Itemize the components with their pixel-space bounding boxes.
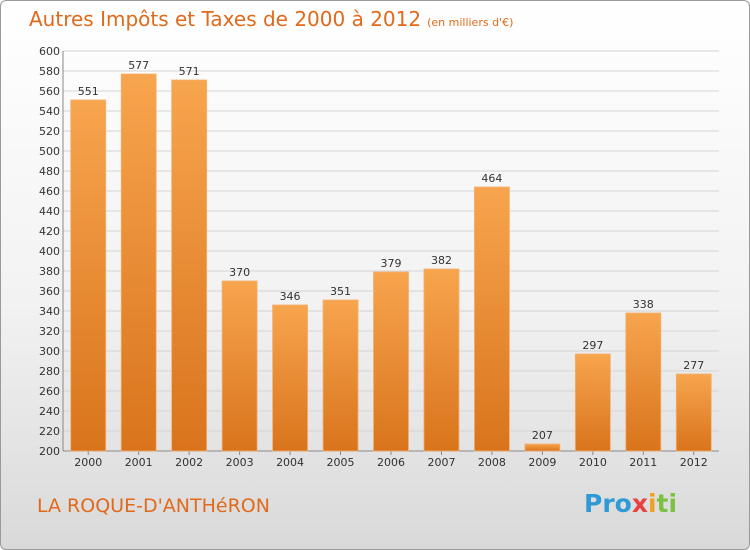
data-label-2000: 551 <box>78 85 99 98</box>
bar-2009 <box>524 443 561 452</box>
y-tick-label-320: 320 <box>39 325 60 338</box>
label-layer: 551 577 571 370 346 351 379 382 464 207 297 338 277 <box>78 59 705 442</box>
data-label-2003: 370 <box>229 266 250 279</box>
axis-layer: 200 220 240 260 280 300 320 340 360 380 400 420 440 4… <box>39 45 719 469</box>
bar-2006 <box>373 271 409 452</box>
chart-title-text: Autres Impôts et Taxes de 2000 à 2012 <box>29 7 422 31</box>
data-label-2001: 577 <box>128 59 149 72</box>
y-tick-label-380: 380 <box>39 265 60 278</box>
y-tick-label-600: 600 <box>39 45 60 58</box>
y-tick-label-420: 420 <box>39 225 60 238</box>
y-tick-label-520: 520 <box>39 125 60 138</box>
y-tick-label-300: 300 <box>39 345 60 358</box>
y-tick-label-280: 280 <box>39 365 60 378</box>
data-label-2005: 351 <box>330 285 351 298</box>
chart-title: Autres Impôts et Taxes de 2000 à 2012 (en… <box>29 7 513 31</box>
data-label-2008: 464 <box>481 172 502 185</box>
bar-layer <box>70 73 712 452</box>
proxiti-logo[interactable]: Proxiti <box>584 489 677 518</box>
logo-part-2: x <box>631 489 648 518</box>
y-tick-label-400: 400 <box>39 245 60 258</box>
bar-2005 <box>322 299 359 452</box>
bar-2007 <box>423 268 460 452</box>
y-tick-label-460: 460 <box>39 185 60 198</box>
y-tick-label-480: 480 <box>39 165 60 178</box>
chart-unit: (en milliers d'€) <box>427 16 514 29</box>
x-tick-label-2004: 2004 <box>276 456 304 469</box>
x-tick-label-2003: 2003 <box>226 456 254 469</box>
x-tick-label-2012: 2012 <box>680 456 708 469</box>
bar-2003 <box>221 280 258 452</box>
bar-2008 <box>474 186 510 452</box>
bar-2012 <box>675 373 712 452</box>
y-tick-label-440: 440 <box>39 205 60 218</box>
data-label-2012: 277 <box>683 359 704 372</box>
x-tick-label-2002: 2002 <box>175 456 203 469</box>
logo-part-1: Pro <box>584 489 632 518</box>
x-tick-label-2009: 2009 <box>528 456 556 469</box>
data-label-2011: 338 <box>633 298 654 311</box>
data-label-2007: 382 <box>431 254 452 267</box>
x-tick-label-2010: 2010 <box>579 456 607 469</box>
x-tick-label-2008: 2008 <box>478 456 506 469</box>
y-tick-label-580: 580 <box>39 65 60 78</box>
y-tick-label-360: 360 <box>39 285 60 298</box>
y-tick-label-220: 220 <box>39 425 60 438</box>
y-tick-label-560: 560 <box>39 85 60 98</box>
y-tick-label-340: 340 <box>39 305 60 318</box>
y-tick-label-240: 240 <box>39 405 60 418</box>
data-label-2002: 571 <box>179 65 200 78</box>
logo-part-3: i <box>647 489 657 518</box>
commune-name: LA ROQUE-D'ANTHéRON <box>37 495 270 517</box>
bar-2002 <box>171 79 208 452</box>
bar-2001 <box>120 73 157 452</box>
data-label-2006: 379 <box>381 257 402 270</box>
y-tick-label-260: 260 <box>39 385 60 398</box>
y-tick-label-540: 540 <box>39 105 60 118</box>
bar-2000 <box>70 99 107 452</box>
data-label-2010: 297 <box>582 339 603 352</box>
y-tick-label-500: 500 <box>39 145 60 158</box>
x-tick-label-2006: 2006 <box>377 456 405 469</box>
logo-part-4: ti <box>656 489 678 518</box>
x-tick-label-2000: 2000 <box>74 456 102 469</box>
bar-2004 <box>272 304 308 452</box>
data-label-2009: 207 <box>532 429 553 442</box>
bar-2011 <box>625 312 662 452</box>
x-tick-label-2005: 2005 <box>327 456 355 469</box>
x-tick-label-2007: 2007 <box>427 456 455 469</box>
x-tick-label-2011: 2011 <box>629 456 657 469</box>
y-tick-label-200: 200 <box>39 445 60 458</box>
x-tick-label-2001: 2001 <box>125 456 153 469</box>
bar-2010 <box>574 353 611 452</box>
data-label-2004: 346 <box>280 290 301 303</box>
